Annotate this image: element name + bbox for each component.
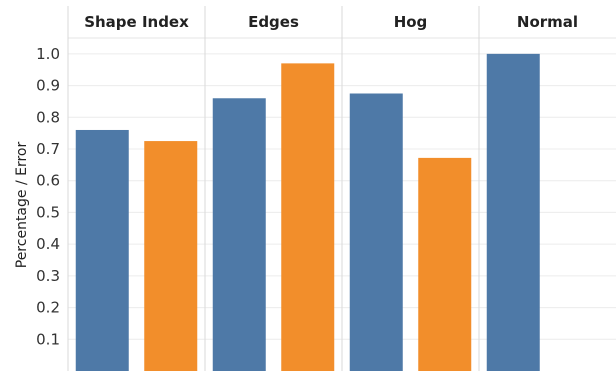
- panel-title-0: Shape Index: [84, 13, 189, 31]
- bar-3-0: [486, 53, 540, 371]
- bar-1-1: [281, 63, 335, 371]
- y-tick-label-9: 1.0: [36, 45, 60, 63]
- bar-2-0: [349, 93, 403, 371]
- y-tick-label-7: 0.8: [36, 108, 60, 126]
- y-tick-label-5: 0.6: [36, 172, 60, 190]
- y-tick-label-8: 0.9: [36, 77, 60, 95]
- y-tick-label-3: 0.4: [36, 235, 60, 253]
- bar-1-0: [212, 98, 266, 371]
- panel-title-3: Normal: [517, 13, 578, 31]
- y-axis-ticks: 0.1 0.2 0.3 0.4 0.5 0.6 0.7 0.8 0.9 1.0: [36, 45, 60, 348]
- bar-0-0: [75, 129, 129, 371]
- y-tick-label-6: 0.7: [36, 140, 60, 158]
- y-tick-label-4: 0.5: [36, 203, 60, 221]
- y-tick-label-1: 0.2: [36, 299, 60, 317]
- y-tick-label-2: 0.3: [36, 267, 60, 285]
- y-tick-label-0: 0.1: [36, 330, 60, 348]
- y-axis-title: Percentage / Error: [14, 142, 30, 269]
- bar-0-1: [144, 141, 198, 371]
- bar-2-1: [418, 157, 472, 371]
- panel-title-2: Hog: [394, 13, 428, 31]
- panel-headers: Shape Index Edges Hog Normal: [84, 13, 578, 31]
- panel-title-1: Edges: [248, 13, 299, 31]
- bars: [75, 53, 540, 371]
